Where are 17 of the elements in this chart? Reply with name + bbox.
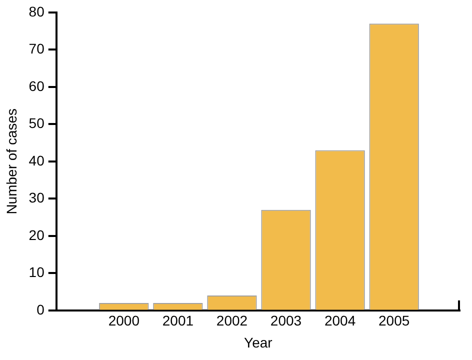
y-tick-label: 50 — [28, 115, 45, 132]
y-tick-label: 10 — [28, 264, 45, 280]
y-tick-label: 0 — [36, 301, 45, 318]
y-tick-label: 60 — [28, 78, 45, 94]
y-tick-label: 80 — [28, 3, 45, 20]
x-tick-label: 2001 — [162, 312, 194, 329]
y-tick-label: 40 — [28, 152, 45, 168]
x-axis-title: Year — [244, 334, 273, 350]
y-tick-label: 70 — [28, 40, 45, 57]
y-tick-label: 20 — [28, 226, 45, 243]
y-tick-label: 30 — [28, 190, 45, 206]
x-tick-label: 2004 — [324, 312, 356, 329]
y-axis-title: Number of cases — [3, 108, 20, 214]
x-tick-label: 2005 — [378, 312, 410, 329]
x-tick-label: 2002 — [216, 312, 248, 329]
x-tick-label: 2000 — [108, 312, 140, 329]
x-tick-label: 2003 — [270, 312, 302, 329]
